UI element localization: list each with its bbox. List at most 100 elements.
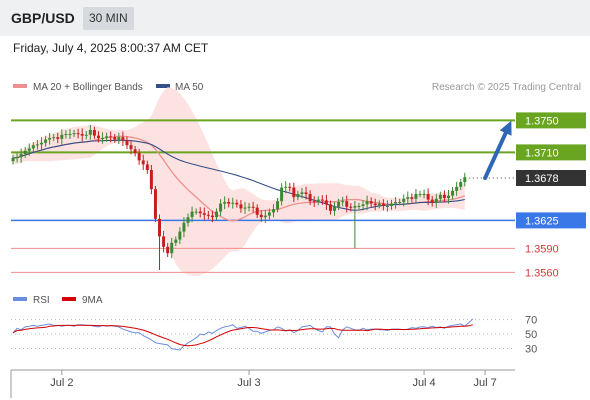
- candle-body: [178, 231, 182, 240]
- timeframe-button[interactable]: 30 MIN: [83, 7, 134, 30]
- candle-body: [426, 194, 430, 200]
- candle-body: [345, 201, 349, 207]
- candle-body: [280, 187, 284, 202]
- candle-body: [141, 160, 145, 165]
- candle-body: [459, 182, 463, 187]
- x-tick-label: Jul 7: [473, 377, 496, 389]
- candle-body: [31, 145, 35, 149]
- candle-body: [186, 217, 190, 223]
- candle-body: [76, 133, 80, 135]
- candle-body: [15, 157, 19, 159]
- candle-body: [324, 200, 328, 205]
- legend: MA 20 + Bollinger Bands MA 50 Research ©…: [13, 82, 581, 93]
- candle-body: [48, 138, 52, 140]
- candle-body: [284, 186, 288, 188]
- candle-body: [353, 206, 357, 208]
- candle-body: [27, 148, 31, 151]
- candle-body: [406, 197, 410, 199]
- candle-body: [251, 206, 255, 208]
- candle-body: [149, 170, 153, 190]
- candle-body: [129, 145, 133, 150]
- price-levels: [11, 119, 515, 273]
- candle-body: [373, 203, 377, 206]
- candle-body: [438, 194, 442, 199]
- candle-body: [194, 211, 198, 213]
- candle-body: [133, 149, 137, 154]
- candle-body: [52, 137, 56, 139]
- level-label-1.3750: 1.3750: [525, 115, 559, 127]
- projection: [483, 120, 512, 180]
- rsi-level-label: 50: [525, 329, 537, 341]
- level-label-bg-1.3710: [516, 144, 586, 161]
- level-label-1.3710: 1.3710: [525, 147, 559, 159]
- current-price-label: 1.3678: [525, 173, 559, 185]
- candle-body: [455, 186, 459, 191]
- candle-body: [316, 199, 320, 202]
- candle-body: [182, 222, 186, 232]
- rsi-legend-swatch: [13, 297, 27, 301]
- candle-body: [390, 203, 394, 206]
- candle-body: [263, 215, 267, 218]
- projection-arrow-head: [499, 120, 512, 136]
- candle-body: [463, 177, 467, 182]
- candle-body: [125, 140, 129, 146]
- candle-body: [19, 154, 23, 158]
- candle-body: [145, 164, 149, 170]
- candle-body: [158, 218, 162, 237]
- candle-body: [320, 199, 324, 201]
- level-labels: 1.3750 1.3710 1.3678 1.3625 1.3590 1.3560: [516, 112, 586, 279]
- legend-label-ma20: MA 20 + Bollinger Bands: [33, 82, 143, 93]
- candle-body: [210, 215, 214, 218]
- candle-body: [296, 194, 300, 198]
- candle-body: [23, 150, 27, 154]
- legend-swatch-ma20: [13, 84, 27, 88]
- candle-body: [80, 134, 84, 136]
- x-tick-label: Jul 2: [50, 377, 73, 389]
- candle-body: [219, 203, 223, 212]
- candle-body: [153, 189, 157, 219]
- candle-body: [170, 242, 174, 254]
- candle-body: [271, 209, 275, 213]
- rsi-ma-line: [12, 324, 474, 347]
- candle-body: [109, 136, 113, 138]
- symbol-title: GBP/USD: [11, 10, 75, 26]
- bollinger-band-area: [13, 87, 465, 276]
- candle-body: [198, 211, 202, 214]
- candle-body: [402, 198, 406, 202]
- candle-body: [235, 202, 239, 205]
- ma50-line: [12, 139, 465, 211]
- source-note: Research © 2025 Trading Central: [432, 82, 581, 93]
- candle-body: [288, 186, 292, 188]
- candle-body: [227, 202, 231, 204]
- legend-label-ma50: MA 50: [175, 82, 204, 93]
- candle-body: [259, 214, 263, 218]
- candle-body: [308, 194, 312, 202]
- candle-body: [292, 187, 296, 198]
- candle-body: [328, 204, 332, 211]
- candle-body: [418, 194, 422, 195]
- rsi-legend-label: RSI: [33, 295, 50, 306]
- legend-swatch-ma50: [156, 84, 170, 88]
- candle-body: [304, 192, 308, 194]
- rsi-level-label: 70: [525, 315, 537, 327]
- candle-body: [442, 194, 446, 198]
- projection-arrow-shaft: [483, 126, 510, 180]
- candle-body: [56, 137, 60, 139]
- candle-body: [64, 134, 68, 135]
- rsi-ma-legend-label: 9MA: [82, 295, 103, 306]
- datetime-label: Friday, July 4, 2025 8:00:37 AM CET: [13, 41, 209, 55]
- candle-body: [255, 207, 259, 215]
- candle-body: [434, 198, 438, 203]
- candle-body: [422, 194, 426, 195]
- candle-body: [35, 144, 39, 146]
- candle-body: [137, 153, 141, 161]
- candle-body: [381, 203, 385, 206]
- candle-body: [312, 201, 316, 203]
- candle-body: [414, 194, 418, 199]
- level-label-1.3590: 1.3590: [525, 243, 559, 255]
- rsi-level-label: 30: [525, 344, 537, 356]
- candle-body: [88, 130, 92, 135]
- candle-body: [357, 206, 361, 207]
- candle-body: [121, 137, 125, 141]
